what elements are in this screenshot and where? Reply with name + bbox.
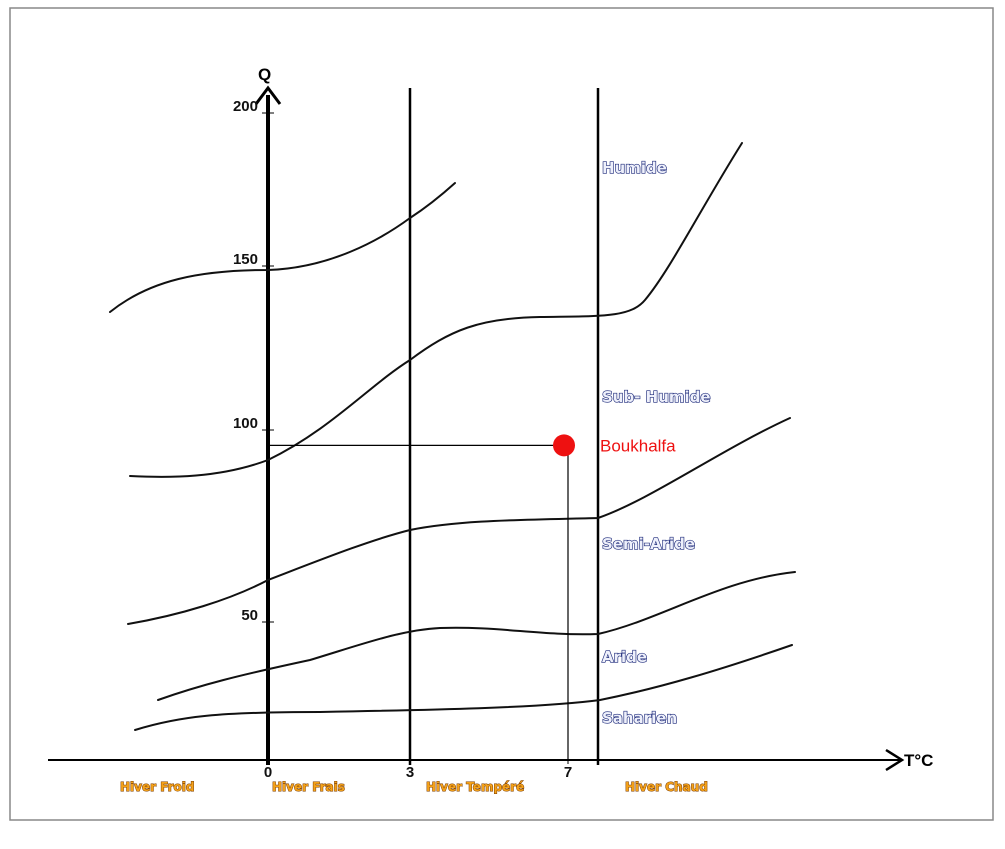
boundary-curve bbox=[157, 571, 796, 701]
winter-label: Hiver Chaud bbox=[625, 780, 708, 794]
x-tick-label: 0 bbox=[264, 764, 272, 781]
zone-label: Saharien bbox=[602, 709, 677, 727]
x-tick-label: 7 bbox=[564, 764, 572, 781]
zone-label: Aride bbox=[602, 648, 647, 666]
frame bbox=[9, 7, 994, 821]
station-point bbox=[553, 434, 575, 457]
boundary-curve bbox=[129, 142, 743, 478]
boundary-curve bbox=[109, 182, 456, 313]
x-tick-label: 3 bbox=[406, 764, 414, 781]
x-arrow bbox=[885, 748, 905, 772]
winter-label: Hiver Frais bbox=[272, 780, 345, 794]
y-tick-label: 150 bbox=[233, 251, 258, 268]
boundary-curve bbox=[127, 417, 791, 625]
zone-label: Sub- Humide bbox=[602, 388, 711, 406]
y-tick-label: 100 bbox=[233, 415, 258, 432]
winter-label: Hiver Tempéré bbox=[426, 780, 524, 794]
station-label: Boukhalfa bbox=[600, 436, 676, 455]
zone-label: Humide bbox=[602, 159, 667, 177]
y-arrow bbox=[254, 85, 282, 105]
x-axis-label: T°C bbox=[904, 751, 933, 770]
boundary-curve bbox=[134, 644, 793, 731]
zone-label: Semi-Aride bbox=[602, 535, 695, 553]
y-tick-label: 50 bbox=[241, 607, 258, 624]
y-axis-label: Q bbox=[258, 65, 271, 84]
winter-label: Hiver Froid bbox=[120, 780, 195, 794]
y-tick-label: 200 bbox=[233, 98, 258, 115]
